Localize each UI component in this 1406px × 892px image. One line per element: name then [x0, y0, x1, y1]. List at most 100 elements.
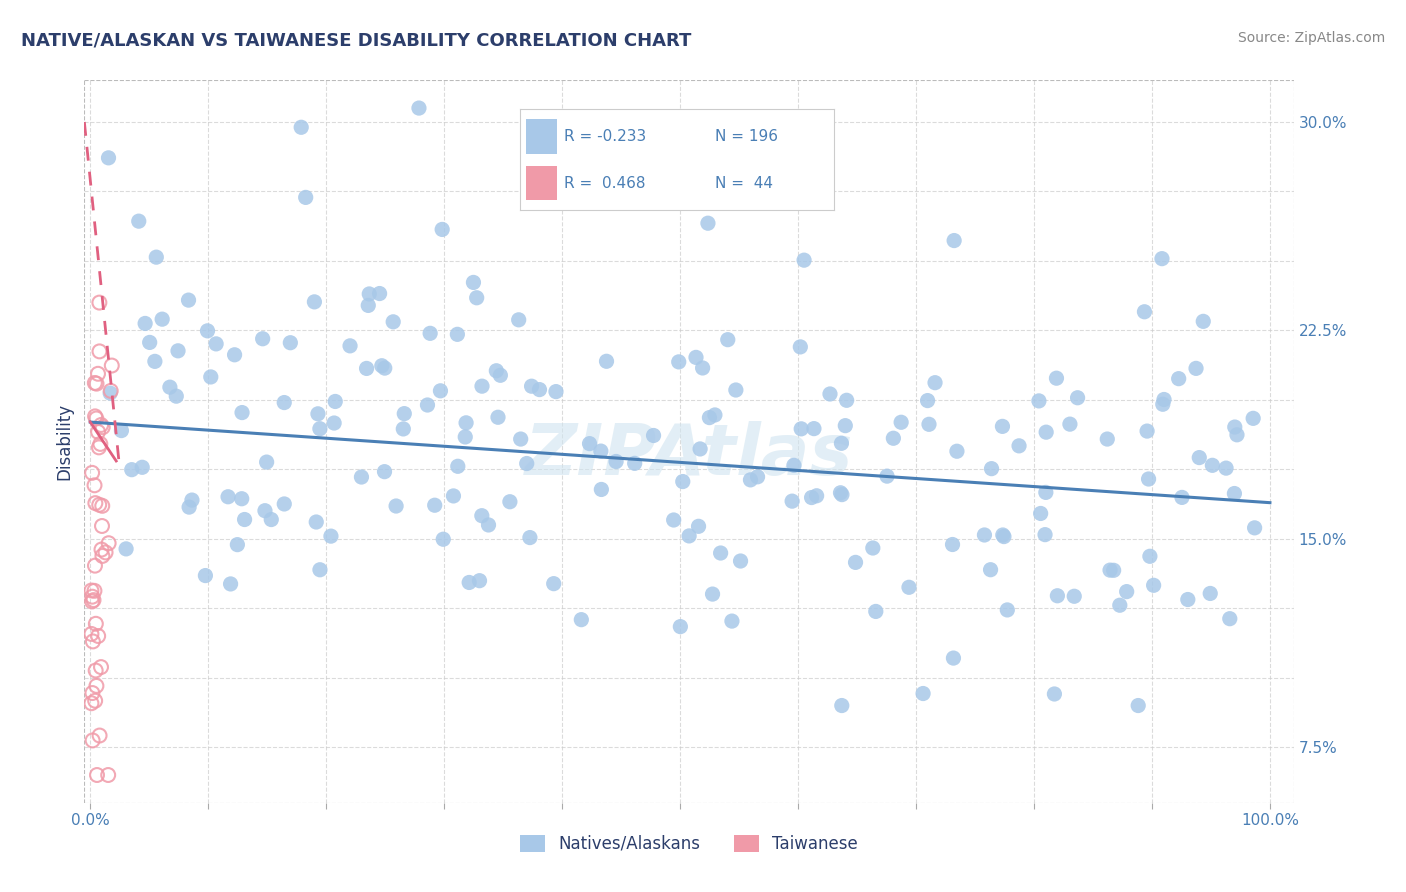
Point	[463, 276, 485, 290]
Point	[458, 575, 481, 590]
Point	[143, 354, 166, 368]
Point	[973, 528, 995, 542]
Point	[499, 494, 522, 508]
Point	[831, 487, 853, 501]
Point	[1241, 411, 1264, 425]
Point	[82, 686, 104, 700]
Point	[943, 234, 966, 248]
Point	[1201, 458, 1223, 473]
Point	[898, 580, 921, 594]
Point	[689, 442, 711, 456]
Point	[790, 422, 813, 436]
Point	[252, 332, 274, 346]
Point	[1177, 592, 1199, 607]
Point	[508, 313, 530, 327]
Legend: Natives/Alaskans, Taiwanese: Natives/Alaskans, Taiwanese	[513, 828, 865, 860]
Point	[1102, 563, 1125, 577]
Point	[167, 343, 190, 358]
Point	[89, 729, 111, 743]
Point	[200, 370, 222, 384]
Point	[942, 651, 965, 665]
Point	[97, 151, 120, 165]
Point	[87, 629, 110, 643]
Point	[368, 286, 391, 301]
Point	[80, 627, 103, 641]
Point	[703, 408, 725, 422]
Point	[430, 222, 453, 236]
Point	[100, 384, 122, 398]
Point	[91, 519, 114, 533]
Point	[83, 583, 105, 598]
Point	[423, 498, 446, 512]
Point	[1150, 252, 1173, 266]
Point	[912, 686, 935, 700]
Point	[84, 409, 107, 424]
Point	[509, 432, 531, 446]
Point	[260, 512, 283, 526]
Point	[1188, 450, 1211, 465]
Point	[231, 491, 253, 506]
Point	[672, 475, 695, 489]
Point	[138, 335, 160, 350]
Point	[1167, 372, 1189, 386]
Point	[443, 489, 465, 503]
Point	[717, 333, 740, 347]
Point	[90, 542, 112, 557]
Point	[471, 379, 494, 393]
Point	[84, 558, 107, 573]
Point	[1033, 527, 1056, 541]
Point	[165, 389, 187, 403]
Point	[89, 344, 111, 359]
Point	[280, 335, 302, 350]
Point	[91, 549, 114, 563]
Point	[373, 465, 395, 479]
Point	[543, 576, 565, 591]
Point	[350, 470, 373, 484]
Point	[217, 490, 239, 504]
Point	[87, 441, 110, 455]
Point	[1137, 472, 1160, 486]
Point	[356, 361, 378, 376]
Point	[110, 424, 132, 438]
Point	[84, 496, 107, 510]
Point	[319, 529, 342, 543]
Point	[740, 473, 762, 487]
Point	[150, 312, 173, 326]
Point	[87, 367, 110, 381]
Point	[226, 538, 249, 552]
Point	[941, 537, 963, 551]
Point	[1008, 439, 1031, 453]
Point	[946, 444, 969, 458]
Point	[991, 528, 1014, 542]
Point	[90, 660, 112, 674]
Point	[98, 386, 121, 401]
Point	[692, 361, 714, 376]
Point	[668, 355, 690, 369]
Point	[181, 493, 204, 508]
Point	[747, 470, 769, 484]
Point	[429, 384, 451, 398]
Point	[382, 315, 405, 329]
Point	[97, 768, 120, 782]
Point	[803, 422, 825, 436]
Point	[115, 541, 138, 556]
Text: NATIVE/ALASKAN VS TAIWANESE DISABILITY CORRELATION CHART: NATIVE/ALASKAN VS TAIWANESE DISABILITY C…	[21, 31, 692, 49]
Point	[80, 583, 103, 598]
Point	[516, 457, 538, 471]
Point	[294, 190, 316, 204]
Point	[520, 379, 543, 393]
Point	[89, 498, 111, 512]
Point	[489, 368, 512, 383]
Point	[1199, 586, 1222, 600]
Point	[253, 504, 276, 518]
Point	[256, 455, 278, 469]
Point	[231, 406, 253, 420]
Point	[471, 508, 494, 523]
Point	[1219, 612, 1241, 626]
Point	[830, 485, 852, 500]
Point	[1128, 698, 1150, 713]
Point	[485, 364, 508, 378]
Point	[831, 698, 853, 713]
Point	[1143, 578, 1166, 592]
Point	[685, 351, 707, 365]
